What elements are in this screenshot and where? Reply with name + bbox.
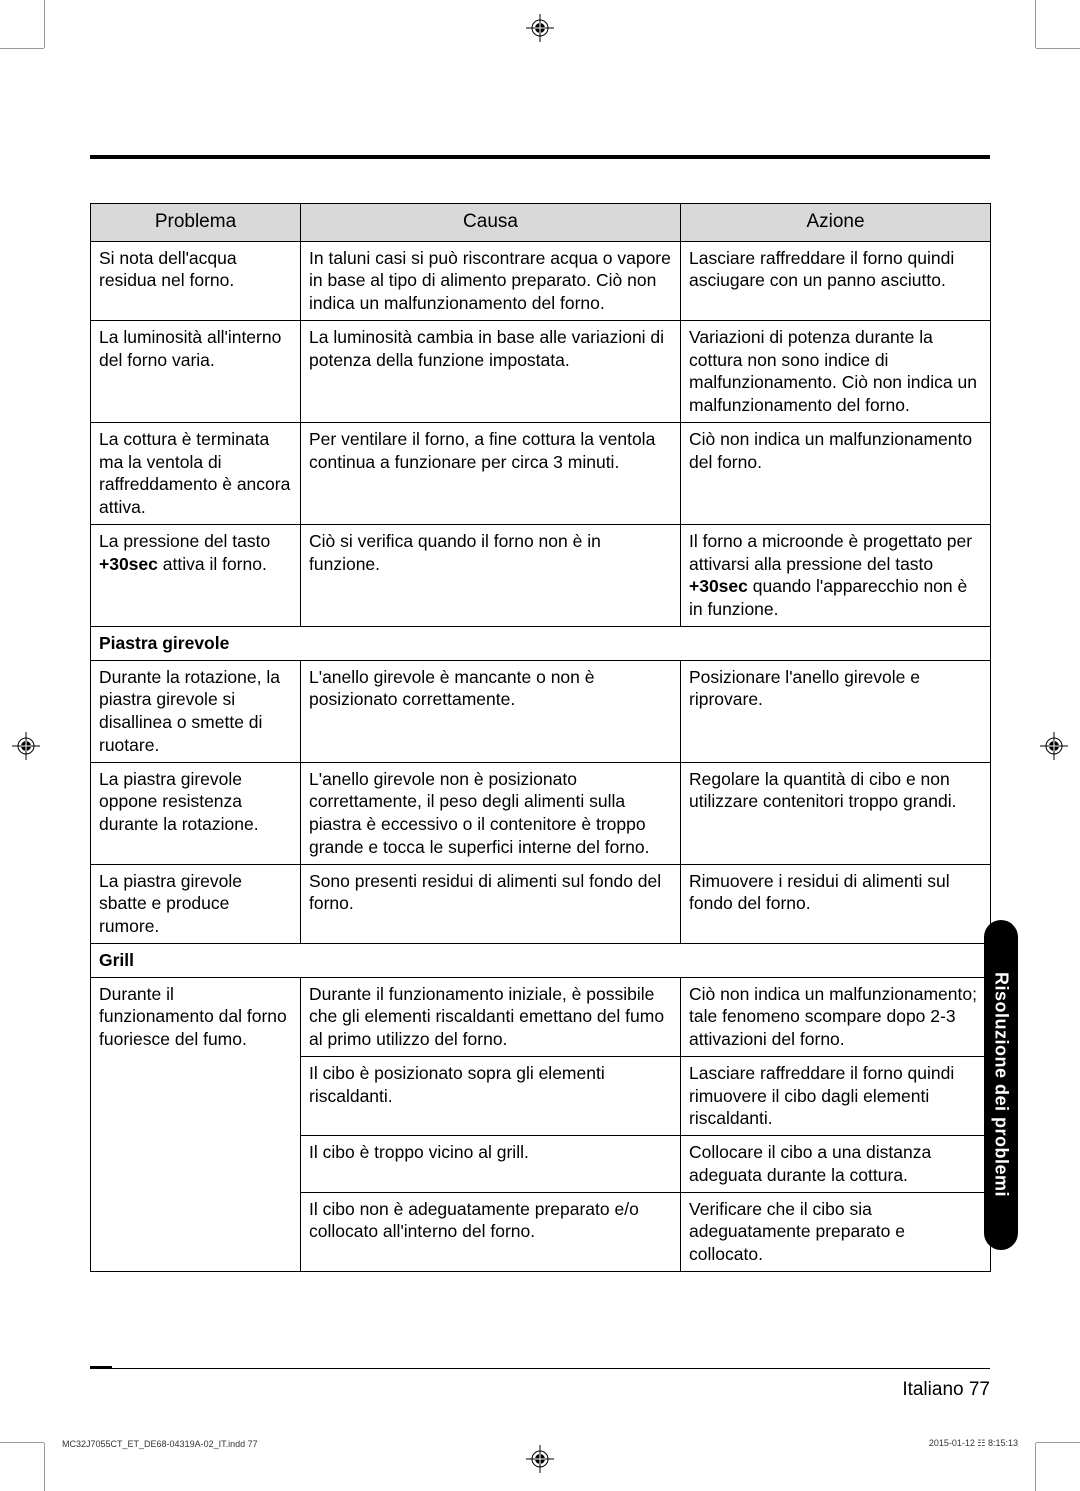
cell-action: Posizionare l'anello girevole e riprovar… xyxy=(681,660,991,762)
section-title: Piastra girevole xyxy=(91,626,991,660)
cell-cause: Il cibo non è adeguatamente preparato e/… xyxy=(301,1192,681,1271)
reg-mark-left xyxy=(12,732,40,760)
section-row-grill: Grill xyxy=(91,943,991,977)
cell-cause: Ciò si verifica quando il forno non è in… xyxy=(301,524,681,626)
table-row: Durante il funzionamento dal forno fuori… xyxy=(91,977,991,1056)
cell-problem: Durante la rotazione, la piastra girevol… xyxy=(91,660,301,762)
text: La pressione del tasto xyxy=(99,531,270,551)
cell-action: Rimuovere i residui di alimenti sul fond… xyxy=(681,864,991,943)
cell-cause: Sono presenti residui di alimenti sul fo… xyxy=(301,864,681,943)
table-row: La pressione del tasto +30sec attiva il … xyxy=(91,524,991,626)
section-row-piastra: Piastra girevole xyxy=(91,626,991,660)
cell-action: Verificare che il cibo sia adeguatamente… xyxy=(681,1192,991,1271)
col-header-azione: Azione xyxy=(681,204,991,242)
cell-cause: L'anello girevole è mancante o non è pos… xyxy=(301,660,681,762)
cell-cause: Durante il funzionamento iniziale, è pos… xyxy=(301,977,681,1056)
cell-cause: In taluni casi si può riscontrare acqua … xyxy=(301,241,681,320)
page-number: 77 xyxy=(969,1379,990,1400)
text: attiva il forno. xyxy=(158,554,267,574)
table-row: La piastra girevole oppone resistenza du… xyxy=(91,762,991,864)
imprint-right: 2015-01-12 ☷ 8:15:13 xyxy=(929,1438,1018,1449)
cell-cause: Il cibo è troppo vicino al grill. xyxy=(301,1136,681,1193)
cell-cause: Il cibo è posizionato sopra gli elementi… xyxy=(301,1056,681,1135)
crop-mark xyxy=(1035,1443,1036,1491)
table-row: Durante la rotazione, la piastra girevol… xyxy=(91,660,991,762)
cell-action: Lasciare raffreddare il forno quindi rim… xyxy=(681,1056,991,1135)
text-bold: +30sec xyxy=(689,576,748,596)
side-tab: Risoluzione dei problemi xyxy=(984,920,1018,1250)
side-tab-label: Risoluzione dei problemi xyxy=(991,972,1012,1197)
col-header-problema: Problema xyxy=(91,204,301,242)
crop-mark xyxy=(1036,48,1080,49)
cell-problem: La piastra girevole sbatte e produce rum… xyxy=(91,864,301,943)
col-header-causa: Causa xyxy=(301,204,681,242)
reg-mark-bottom xyxy=(526,1445,554,1473)
section-title: Grill xyxy=(91,943,991,977)
cell-problem: La piastra girevole oppone resistenza du… xyxy=(91,762,301,864)
reg-mark-right xyxy=(1040,732,1068,760)
crop-mark xyxy=(44,0,45,48)
text: Il forno a microonde è progettato per at… xyxy=(689,531,972,574)
top-rule xyxy=(90,155,990,159)
reg-mark-top xyxy=(526,14,554,42)
cell-problem: La pressione del tasto +30sec attiva il … xyxy=(91,524,301,626)
cell-cause: Per ventilare il forno, a fine cottura l… xyxy=(301,422,681,524)
cell-action: Collocare il cibo a una distanza adeguat… xyxy=(681,1136,991,1193)
footer-rule xyxy=(90,1368,990,1369)
crop-mark xyxy=(0,48,44,49)
crop-mark xyxy=(1035,0,1036,48)
troubleshooting-table: Problema Causa Azione Si nota dell'acqua… xyxy=(90,203,991,1272)
page-footer: Italiano 77 xyxy=(902,1379,990,1401)
cell-action: Il forno a microonde è progettato per at… xyxy=(681,524,991,626)
cell-cause: La luminosità cambia in base alle variaz… xyxy=(301,320,681,422)
table-row: Si nota dell'acqua residua nel forno. In… xyxy=(91,241,991,320)
cell-problem: Si nota dell'acqua residua nel forno. xyxy=(91,241,301,320)
crop-mark xyxy=(1036,1442,1080,1443)
footer-tick xyxy=(90,1366,112,1369)
cell-problem: Durante il funzionamento dal forno fuori… xyxy=(91,977,301,1271)
table-row: La piastra girevole sbatte e produce rum… xyxy=(91,864,991,943)
text-bold: +30sec xyxy=(99,554,158,574)
cell-action: Ciò non indica un malfunzionamento del f… xyxy=(681,422,991,524)
cell-cause: L'anello girevole non è posizionato corr… xyxy=(301,762,681,864)
table-row: La luminosità all'interno del forno vari… xyxy=(91,320,991,422)
cell-action: Lasciare raffreddare il forno quindi asc… xyxy=(681,241,991,320)
cell-problem: La luminosità all'interno del forno vari… xyxy=(91,320,301,422)
footer-lang: Italiano xyxy=(902,1379,969,1400)
table-row: La cottura è terminata ma la ventola di … xyxy=(91,422,991,524)
cell-problem: La cottura è terminata ma la ventola di … xyxy=(91,422,301,524)
imprint-left: MC32J7055CT_ET_DE68-04319A-02_IT.indd 77 xyxy=(62,1439,258,1449)
crop-mark xyxy=(44,1443,45,1491)
cell-action: Ciò non indica un malfunzionamento; tale… xyxy=(681,977,991,1056)
page-content: Problema Causa Azione Si nota dell'acqua… xyxy=(90,155,990,1272)
crop-mark xyxy=(0,1442,44,1443)
cell-action: Regolare la quantità di cibo e non utili… xyxy=(681,762,991,864)
cell-action: Variazioni di potenza durante la cottura… xyxy=(681,320,991,422)
